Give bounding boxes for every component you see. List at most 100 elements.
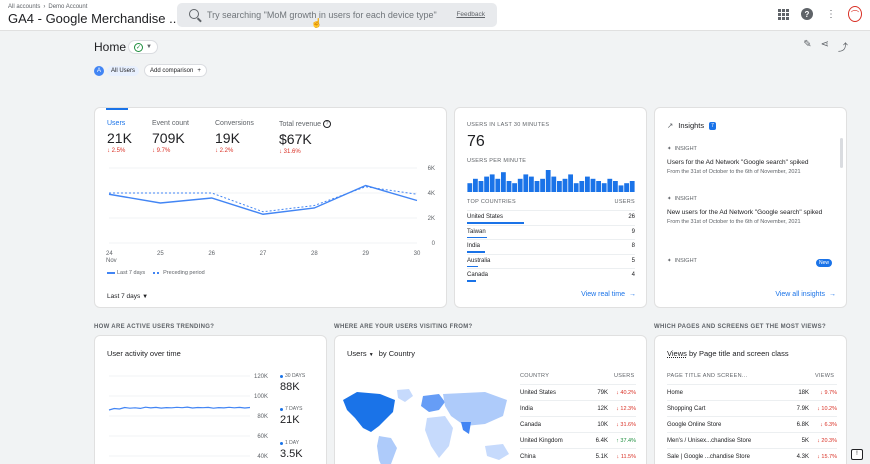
page-row[interactable]: Home 18K ↓ 9.7%: [667, 384, 837, 401]
page-row[interactable]: Google Online Store 6.8K ↓ 6.3%: [667, 416, 837, 433]
add-comparison-button[interactable]: Add comparison +: [144, 64, 207, 77]
view-all-insights-link[interactable]: View all insights →: [775, 291, 836, 298]
feedback-button[interactable]: !: [851, 449, 863, 460]
insight-item[interactable]: ✦ INSIGHT: [667, 258, 827, 264]
view-realtime-link[interactable]: View real time →: [581, 291, 636, 298]
country-row[interactable]: United States 79K ↓ 40.2%: [520, 384, 636, 401]
account-avatar-icon[interactable]: ⌒: [848, 6, 862, 22]
per-minute-bar: [517, 178, 523, 192]
row-name: Canada: [520, 421, 542, 428]
country-row[interactable]: United States 26: [467, 210, 635, 224]
x-tick-label: 30: [414, 251, 421, 257]
country-share-bar: [467, 251, 485, 253]
map-europe: [421, 394, 445, 412]
insight-text: New users for the Ad Network "Google sea…: [667, 209, 823, 216]
segment-avatar: A: [94, 65, 104, 76]
realtime-value: 76: [467, 133, 485, 150]
y-tick-label: 4K: [428, 191, 435, 197]
metric-tab-total-revenue[interactable]: Total revenue? $67K ↓ 31.6%: [279, 120, 332, 155]
metric-tab-event-count[interactable]: Event count 709K ↓ 9.7%: [152, 120, 189, 154]
plus-icon: +: [197, 67, 201, 74]
row-change: ↓ 15.7%: [809, 454, 837, 460]
country-row[interactable]: Canada 4: [467, 268, 635, 282]
apps-grid-icon[interactable]: [776, 7, 790, 21]
row-name: United Kingdom: [520, 437, 563, 444]
metric-tab-users[interactable]: Users 21K ↓ 2.5%: [107, 120, 132, 154]
scrollbar[interactable]: [840, 138, 843, 168]
date-range-selector[interactable]: Last 7 days ▼: [107, 293, 148, 300]
breadcrumb-accounts[interactable]: All accounts: [8, 4, 41, 10]
overview-card: Users 21K ↓ 2.5% Event count 709K ↓ 9.7%…: [94, 107, 447, 308]
row-change: ↓ 9.7%: [809, 390, 837, 396]
map-africa: [425, 416, 453, 458]
page-row[interactable]: Shopping Cart 7.9K ↓ 10.2%: [667, 400, 837, 417]
country-row[interactable]: Canada 10K ↓ 31.6%: [520, 416, 636, 433]
country-users: 8: [631, 243, 635, 249]
row-change-value: 20.3%: [821, 437, 837, 444]
realtime-card: USERS IN LAST 30 MINUTES 76 USERS PER MI…: [454, 107, 647, 308]
pages-metric-label[interactable]: Views: [667, 349, 687, 358]
insight-item[interactable]: ✦ INSIGHT Users for the Ad Network "Googl…: [667, 146, 827, 175]
help-icon[interactable]: ?: [800, 7, 814, 21]
y-tick-label: 100K: [254, 394, 268, 400]
geo-metric-selector[interactable]: Users ▼: [347, 349, 374, 358]
breadcrumb-account[interactable]: Demo Account: [48, 4, 88, 10]
row-name: United States: [520, 389, 557, 396]
search-bar[interactable]: Feedback: [177, 3, 497, 27]
row-value: 79K: [597, 389, 608, 396]
breadcrumb[interactable]: All accounts › Demo Account: [8, 4, 87, 10]
per-minute-bar: [523, 174, 529, 192]
geo-metric-label: Users: [347, 349, 367, 358]
chevron-right-icon: ›: [43, 4, 46, 10]
row-change: ↓ 11.5%: [608, 454, 636, 460]
page-row[interactable]: Sale | Google ...chandise Store 4.3K ↓ 15.…: [667, 448, 837, 464]
geo-country-col: COUNTRY: [520, 373, 550, 379]
metric-change: ↓ 2.5%: [107, 148, 126, 154]
per-minute-bar: [557, 181, 562, 192]
country-row[interactable]: India 8: [467, 239, 635, 253]
country-row[interactable]: United Kingdom 6.4K ↑ 37.4%: [520, 432, 636, 449]
more-vert-icon[interactable]: ⋮: [826, 8, 836, 20]
per-minute-bar: [624, 183, 629, 192]
info-icon[interactable]: ?: [323, 120, 332, 128]
search-input[interactable]: [207, 7, 447, 23]
insight-item[interactable]: ✦ INSIGHT New users for the Ad Network "G…: [667, 196, 827, 225]
segment-chip[interactable]: A All Users: [94, 64, 140, 77]
per-minute-bar: [545, 170, 551, 192]
y-tick-label: 60K: [257, 434, 268, 440]
map-greenland: [397, 389, 413, 402]
view-realtime-label: View real time: [581, 291, 625, 298]
property-selector[interactable]: GA4 - Google Merchandise ... ▼: [8, 11, 192, 26]
country-row[interactable]: China 5.1K ↓ 11.5%: [520, 448, 636, 464]
activity-title: User activity over time: [107, 349, 181, 358]
stat-value: 21K: [280, 414, 300, 426]
row-value: 5.1K: [595, 453, 608, 460]
stat-label: 7 DAYS: [285, 406, 303, 412]
country-row[interactable]: Taiwan 9: [467, 224, 635, 239]
row-change-value: 40.2%: [620, 389, 636, 396]
arrow-down-icon: ↓: [820, 421, 825, 428]
metric-tab-conversions[interactable]: Conversions 19K ↓ 2.2%: [215, 120, 254, 154]
feedback-link[interactable]: Feedback: [456, 11, 485, 18]
arrow-up-icon: ↑: [616, 437, 621, 444]
country-row[interactable]: Australia 5: [467, 253, 635, 268]
y-tick-label: 120K: [254, 374, 268, 380]
view-all-insights-label: View all insights: [775, 291, 825, 298]
metric-label-text: Total revenue: [279, 120, 322, 128]
page-row[interactable]: Men's / Unisex...chandise Store 5K ↓ 20.3%: [667, 432, 837, 449]
per-minute-bar: [618, 185, 624, 192]
metric-change-value: 2.5%: [111, 148, 126, 154]
country-users: 5: [631, 257, 635, 264]
share-icon[interactable]: ⋖: [820, 39, 829, 50]
country-row[interactable]: India 12K ↓ 12.3%: [520, 400, 636, 417]
geo-dimension-label: by Country: [378, 349, 416, 358]
customize-report-icon[interactable]: ✎: [803, 39, 812, 50]
row-change-value: 11.5%: [620, 453, 636, 460]
metric-value: 709K: [152, 130, 185, 146]
countries-header: TOP COUNTRIES USERS: [467, 199, 635, 205]
insights-sparkline-icon[interactable]: ⤴: [838, 43, 848, 54]
country-share-bar: [467, 222, 524, 224]
status-dropdown[interactable]: ✓ ▼: [128, 40, 158, 54]
per-minute-bar: [551, 176, 557, 192]
row-change: ↑ 37.4%: [608, 438, 636, 444]
